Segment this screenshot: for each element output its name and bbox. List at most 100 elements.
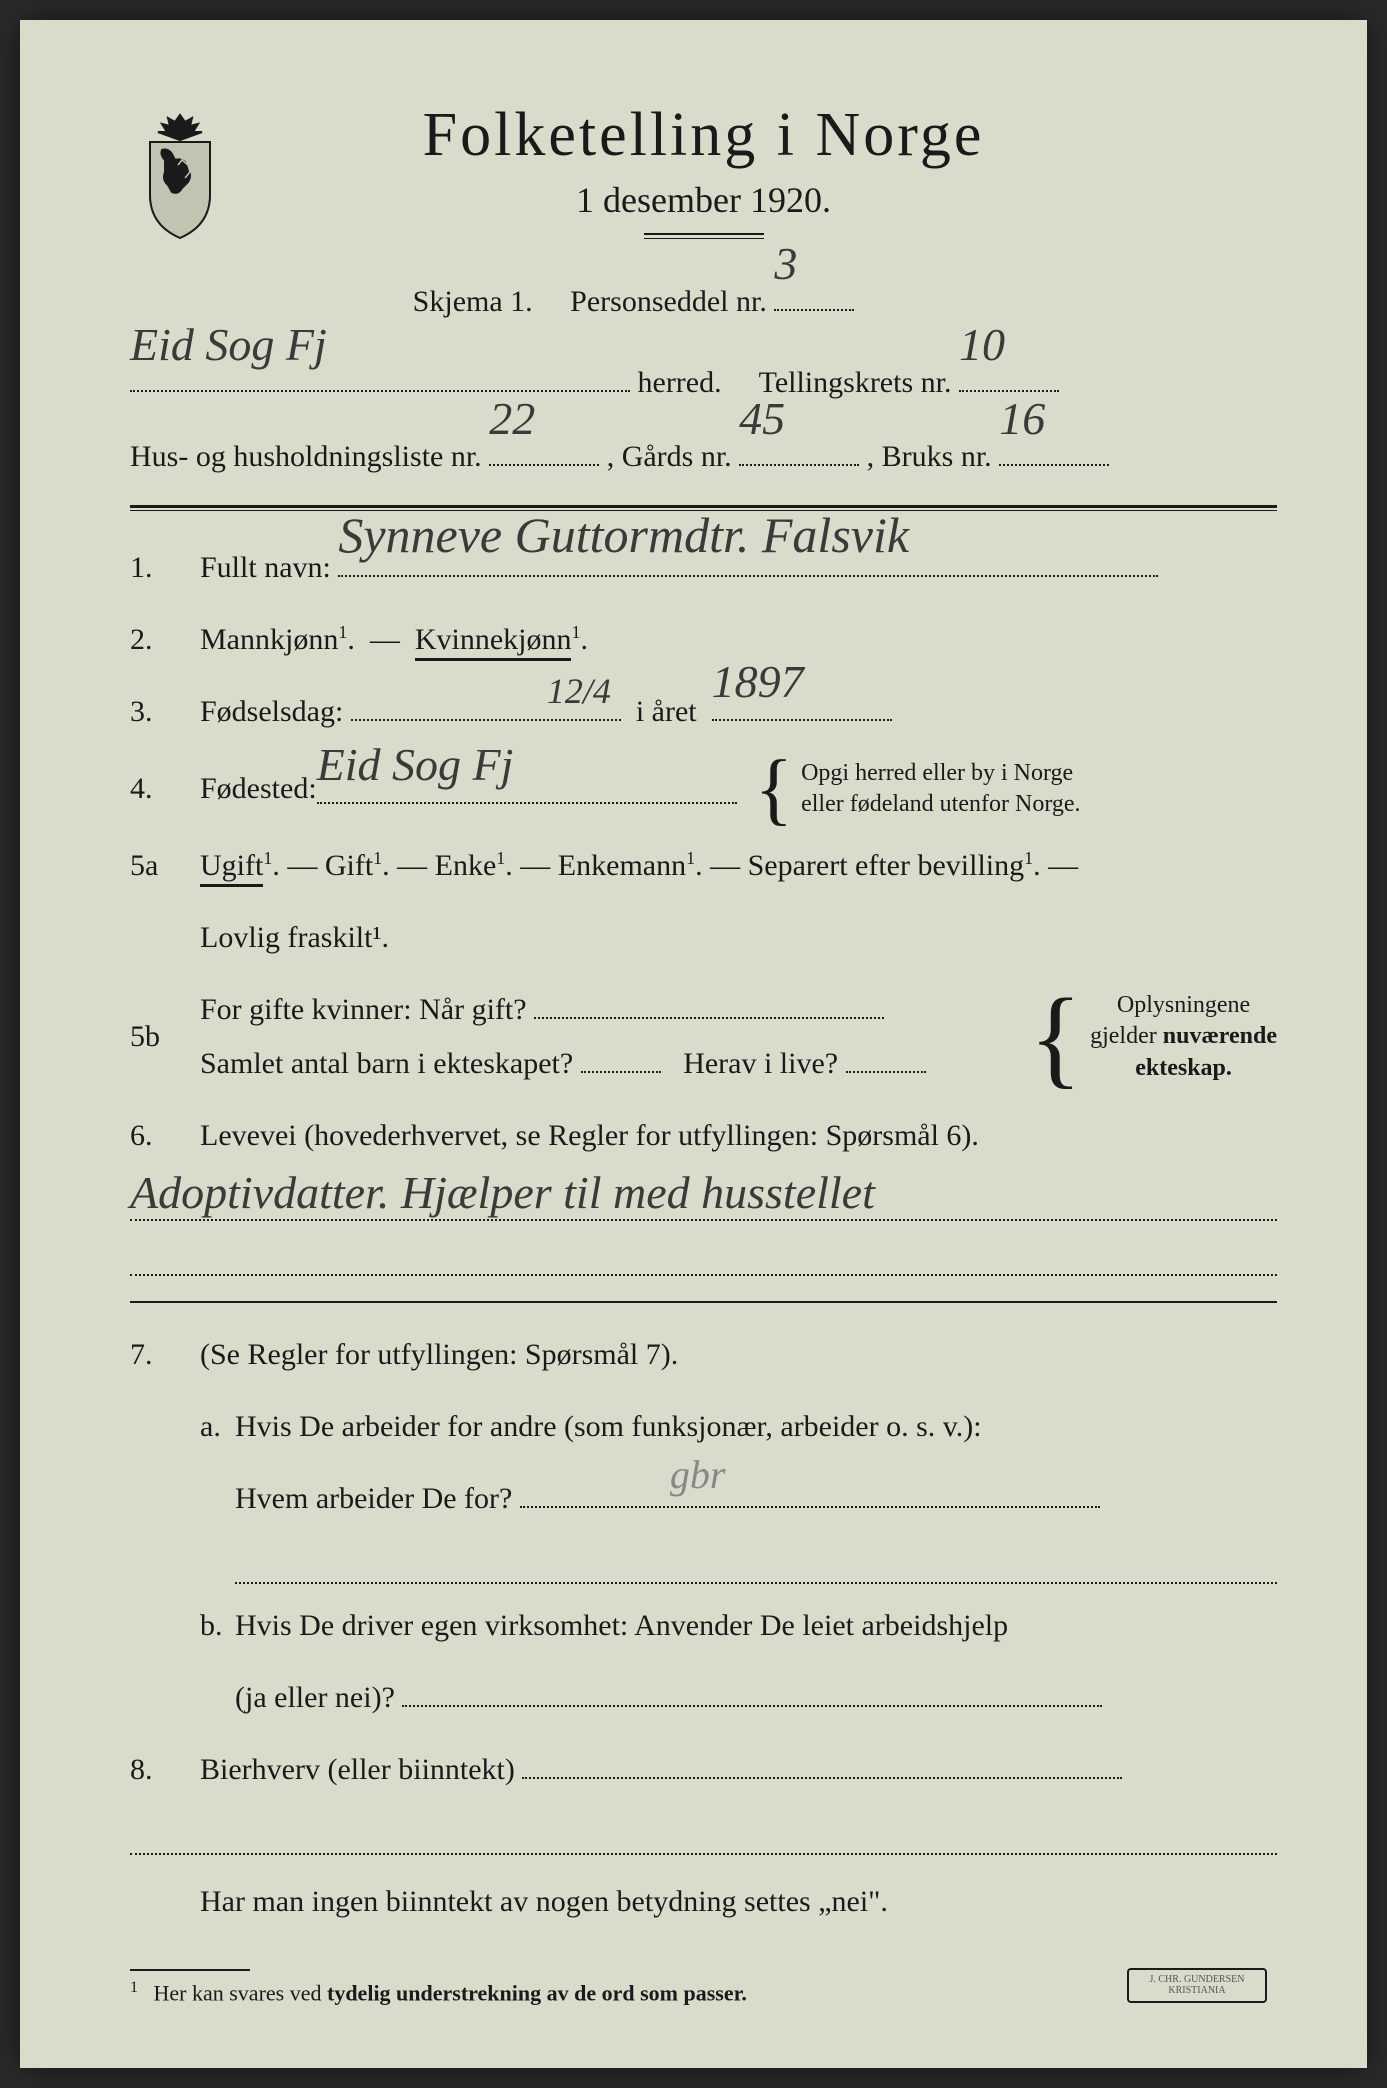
personseddel-field: 3 [774, 281, 854, 311]
q7b-row: b. Hvis De driver egen virksomhet: Anven… [130, 1599, 1277, 1653]
coat-of-arms-icon [130, 110, 230, 240]
q3-label: Fødselsdag: [200, 695, 343, 728]
footnote-num: 1 [130, 1979, 138, 1996]
sup-5a1: 1 [263, 848, 272, 868]
sup-5a4: 1 [686, 848, 695, 868]
printer-stamp: J. CHR. GUNDERSENKRISTIANIA [1127, 1968, 1267, 2003]
q3-year-field: 1897 [712, 691, 892, 721]
brace-icon: { [755, 757, 793, 821]
q8-label: Bierhverv (eller biinntekt) [200, 1753, 515, 1786]
tellingskrets-label: Tellingskrets nr. [759, 366, 952, 399]
bruks-field: 16 [999, 436, 1109, 466]
q5b-label3: Herav i live? [683, 1047, 838, 1080]
q8-field [522, 1749, 1122, 1779]
q5b-hint3: ekteskap. [1090, 1053, 1277, 1084]
footnote: 1 Her kan svares ved tydelig understrekn… [130, 1979, 1277, 2006]
q7b-body2: (ja eller nei)? [235, 1671, 1277, 1725]
q4-hint-group: { Opgi herred eller by i Norge eller fød… [747, 757, 1081, 821]
skjema-line: Skjema 1. Personseddel nr. 3 [270, 269, 1137, 335]
q5b-field3 [846, 1043, 926, 1073]
q6-num: 6. [130, 1109, 200, 1163]
q4-label: Fødested: [200, 762, 317, 816]
title-block: Folketelling i Norge 1 desember 1920. Sk… [270, 100, 1277, 340]
q1-row: 1. Fullt navn: Synneve Guttormdtr. Falsv… [130, 541, 1277, 595]
q2-num: 2. [130, 613, 200, 667]
q4-hint: Opgi herred eller by i Norge eller fødel… [801, 758, 1080, 820]
q3-day-value: 12/4 [547, 659, 611, 724]
herred-label: herred. [638, 366, 722, 399]
bruks-value: 16 [999, 368, 1045, 469]
q7a-letter: a. [200, 1400, 235, 1454]
herred-value: Eid Sog Fj [130, 294, 327, 395]
sup-1b: 1 [571, 622, 580, 642]
q7b-line2: (ja eller nei)? [235, 1681, 395, 1714]
brace-icon-2: { [1029, 993, 1082, 1081]
q5a-body: Ugift1. — Gift1. — Enke1. — Enkemann1. —… [200, 839, 1277, 893]
q7b-field [402, 1677, 1102, 1707]
q7a-body2: Hvem arbeider De for? gbr [235, 1472, 1277, 1526]
q7a-value: gbr [670, 1439, 726, 1511]
q6-value: Adoptivdatter. Hjælper til med husstelle… [130, 1166, 875, 1219]
q5b-field1 [534, 989, 884, 1019]
gards-label: , Gårds nr. [607, 440, 732, 473]
q8-body: Bierhverv (eller biinntekt) [200, 1743, 1277, 1797]
gards-value: 45 [739, 368, 785, 469]
q3-year-label: i året [636, 695, 697, 728]
tellingskrets-value: 10 [959, 294, 1005, 395]
q8-num: 8. [130, 1743, 200, 1797]
q5b-hint1: Oplysningene [1090, 990, 1277, 1021]
q7b-letter: b. [200, 1599, 235, 1653]
q1-label: Fullt navn: [200, 551, 331, 584]
q5a-body2: Lovlig fraskilt¹. [200, 911, 1277, 965]
document-page: Folketelling i Norge 1 desember 1920. Sk… [20, 20, 1367, 2068]
herred-field: Eid Sog Fj [130, 362, 630, 392]
q6-field: Adoptivdatter. Hjælper til med husstelle… [130, 1181, 1277, 1221]
q4-row: 4. Fødested: Eid Sog Fj { Opgi herred el… [130, 757, 1277, 821]
title-underline [644, 233, 764, 239]
q7-row: 7. (Se Regler for utfyllingen: Spørsmål … [130, 1328, 1277, 1382]
q5b-body: For gifte kvinner: Når gift? Samlet anta… [200, 983, 1277, 1091]
gards-field: 45 [739, 436, 859, 466]
q8-field2 [130, 1815, 1277, 1855]
q8-row: 8. Bierhverv (eller biinntekt) [130, 1743, 1277, 1797]
skjema-label: Skjema 1. [413, 285, 533, 318]
q7a-field2 [235, 1544, 1277, 1584]
husliste-value: 22 [489, 368, 535, 469]
divider-1 [130, 1301, 1277, 1303]
q5b-fields: For gifte kvinner: Når gift? Samlet anta… [200, 983, 1011, 1091]
footnote-rule [130, 1969, 250, 1971]
q7-label: (Se Regler for utfyllingen: Spørsmål 7). [200, 1328, 1277, 1382]
q5b-field2 [581, 1043, 661, 1073]
sup-5a3: 1 [496, 848, 505, 868]
q5b-row: 5b For gifte kvinner: Når gift? Samlet a… [130, 983, 1277, 1091]
q5b-line2: Samlet antal barn i ekteskapet? Herav i … [200, 1037, 1011, 1091]
q5b-label2: Samlet antal barn i ekteskapet? [200, 1047, 573, 1080]
q6-field2 [130, 1236, 1277, 1276]
q5a-ugift: Ugift [200, 849, 263, 887]
bruks-label: , Bruks nr. [867, 440, 992, 473]
sup-1a: 1 [338, 622, 347, 642]
q5a-num: 5a [130, 839, 200, 893]
q7a-row2: Hvem arbeider De for? gbr [130, 1472, 1277, 1526]
main-title: Folketelling i Norge [270, 100, 1137, 171]
q5a-row: 5a Ugift1. — Gift1. — Enke1. — Enkemann1… [130, 839, 1277, 893]
q4-field: Eid Sog Fj [317, 774, 737, 804]
q3-row: 3. Fødselsdag: 12/4 i året 1897 [130, 685, 1277, 739]
q6-row: 6. Levevei (hovederhvervet, se Regler fo… [130, 1109, 1277, 1163]
husliste-field: 22 [489, 436, 599, 466]
q5b-hint2: gjelder nuværende [1090, 1021, 1277, 1052]
q5b-num: 5b [130, 1010, 200, 1064]
q5a-line2: Lovlig fraskilt¹. [200, 921, 389, 954]
q7b-row2: (ja eller nei)? [130, 1671, 1277, 1725]
sup-5a5: 1 [1024, 848, 1033, 868]
q3-day-field: 12/4 [351, 691, 621, 721]
q7-num: 7. [130, 1328, 200, 1382]
husliste-line: Hus- og husholdningsliste nr. 22 , Gårds… [130, 424, 1277, 490]
personseddel-label: Personseddel nr. [570, 285, 767, 318]
subtitle: 1 desember 1920. [270, 179, 1137, 221]
q4-body: Fødested: Eid Sog Fj { Opgi herred eller… [200, 757, 1277, 821]
q5b-line1: For gifte kvinner: Når gift? [200, 983, 1011, 1037]
q1-field: Synneve Guttormdtr. Falsvik [338, 547, 1158, 577]
herred-line: Eid Sog Fj herred. Tellingskrets nr. 10 [130, 350, 1277, 416]
q3-num: 3. [130, 685, 200, 739]
